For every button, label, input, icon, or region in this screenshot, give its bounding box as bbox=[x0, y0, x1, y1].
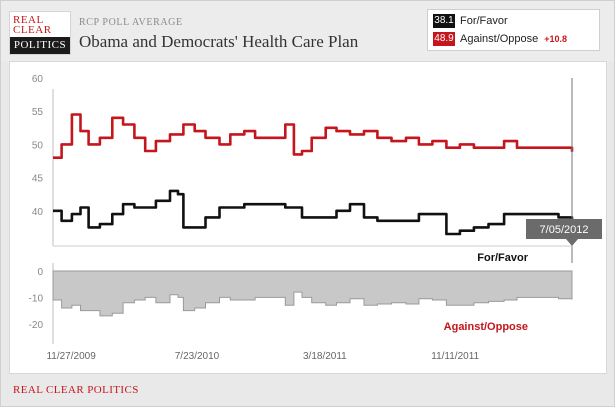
y-tick-label: 60 bbox=[32, 74, 44, 85]
y-tick-label: 0 bbox=[37, 267, 43, 278]
logo-line-2: CLEAR bbox=[13, 24, 52, 36]
favor-value-badge: 38.1 bbox=[433, 14, 455, 28]
against-value-badge: 48.9 bbox=[433, 32, 455, 46]
y-tick-label: 45 bbox=[32, 174, 44, 185]
legend-item-against[interactable]: 48.9 Against/Oppose +10.8 bbox=[433, 32, 567, 48]
y-tick-label: -10 bbox=[29, 293, 44, 304]
against-annotation: Against/Oppose bbox=[444, 321, 528, 333]
y-tick-label: 40 bbox=[32, 207, 44, 218]
against-series-line bbox=[53, 113, 574, 159]
chart-title: Obama and Democrats' Health Care Plan bbox=[79, 32, 359, 51]
tooltip-date-text: 7/05/2012 bbox=[540, 224, 589, 236]
x-tick-label: 11/27/2009 bbox=[46, 351, 96, 362]
top-series bbox=[53, 113, 574, 236]
logo-line-1: REAL bbox=[13, 14, 44, 26]
x-tick-label: 3/18/2011 bbox=[303, 351, 347, 362]
top-y-axis: 40 45 50 55 60 bbox=[32, 74, 54, 246]
spread-value: +10.8 bbox=[544, 34, 568, 44]
footer-source[interactable]: REAL CLEAR POLITICS bbox=[13, 384, 139, 396]
y-tick-label: -20 bbox=[29, 320, 44, 331]
favor-annotation: For/Favor bbox=[477, 252, 528, 264]
x-tick-label: 11/11/2011 bbox=[431, 351, 479, 362]
rcp-logo[interactable]: REAL CLEAR POLITICS bbox=[9, 11, 71, 55]
chart-overlay: For/Favor Against/Oppose 7/05/2012 bbox=[53, 78, 602, 333]
against-label: Against/Oppose bbox=[460, 33, 539, 45]
logo-line-3: POLITICS bbox=[10, 37, 70, 54]
y-tick-label: 50 bbox=[32, 140, 44, 151]
header: REAL CLEAR POLITICS RCP POLL AVERAGE Oba… bbox=[1, 1, 614, 61]
date-tooltip: 7/05/2012 bbox=[526, 219, 602, 246]
legend: 38.1 For/Favor 48.9 Against/Oppose +10.8 bbox=[427, 9, 600, 51]
legend-item-favor[interactable]: 38.1 For/Favor bbox=[433, 14, 508, 30]
poll-kicker: RCP POLL AVERAGE bbox=[79, 17, 183, 28]
bottom-spread-area bbox=[52, 270, 573, 317]
y-tick-label: 55 bbox=[32, 107, 44, 118]
spread-area bbox=[52, 270, 573, 317]
x-tick-label: 7/23/2010 bbox=[175, 351, 220, 362]
favor-label: For/Favor bbox=[460, 15, 508, 27]
x-axis: 11/27/2009 7/23/2010 3/18/2011 11/11/2011 bbox=[46, 351, 479, 362]
favor-series-line bbox=[53, 189, 574, 236]
